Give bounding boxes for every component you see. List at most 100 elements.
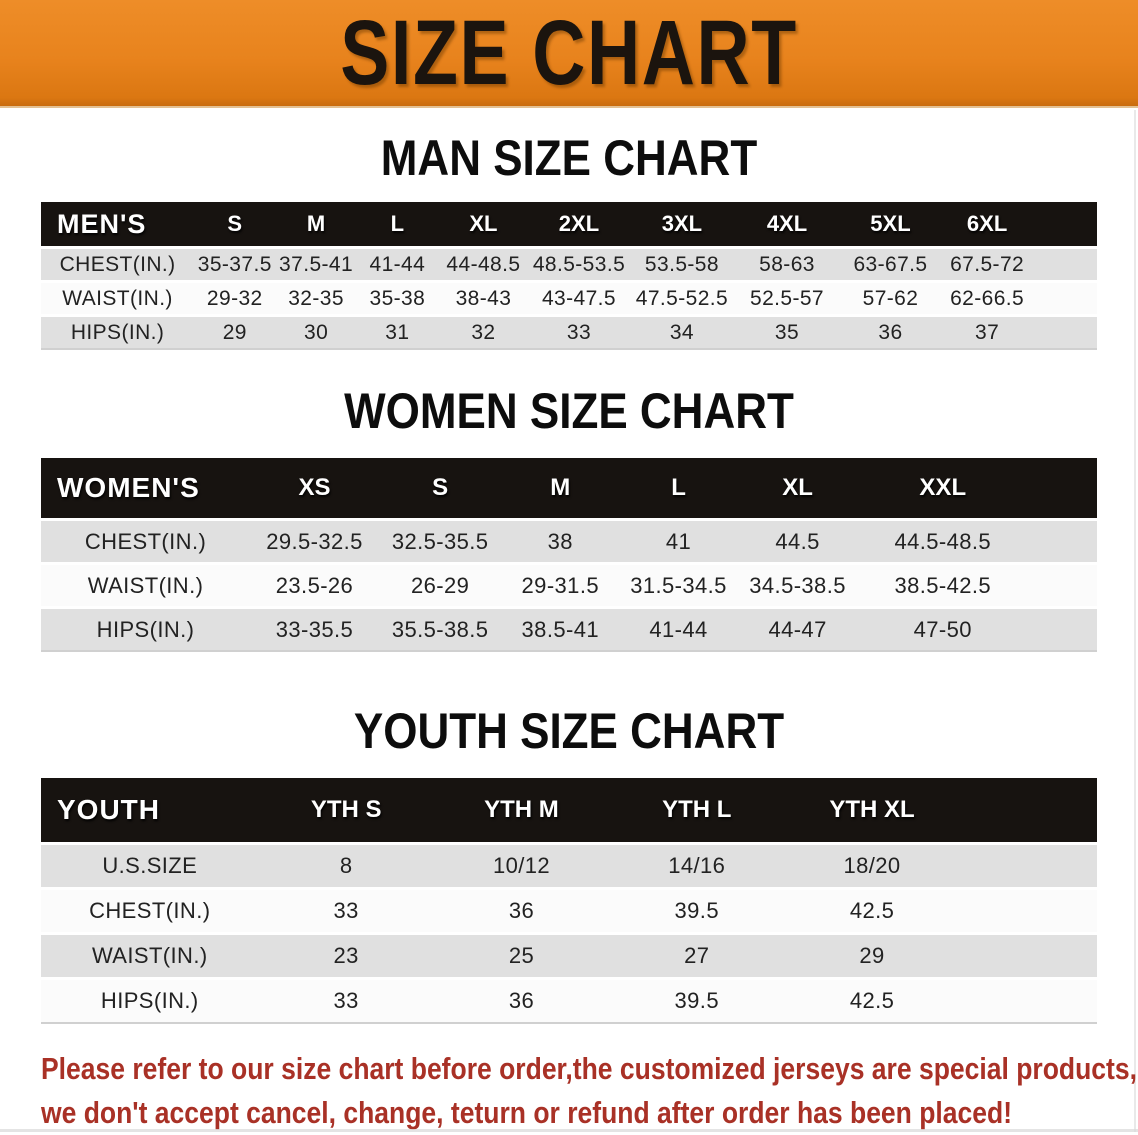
measurement-value: 57-62 [839,283,942,314]
size-column-header: L [619,458,738,518]
measurement-value: 53.5-58 [629,249,735,280]
size-column-header: M [275,202,357,246]
measurement-row: WAIST(IN.) 23.5-26 26-29 29-31.5 31.5-34.5 34… [41,565,1097,606]
measurement-value: 41-44 [356,249,439,280]
men-size-table: MEN'S S M L XL 2XL 3XL 4XL 5XL 6XL CHEST(IN.) 35-37… [41,199,1097,353]
measurement-value: 36 [839,317,942,350]
measurement-value: 44-47 [737,609,858,652]
measurement-value: 58-63 [734,249,840,280]
filler-cell [1028,565,1097,606]
filler-cell [1028,521,1097,562]
disclaimer-line-1: Please refer to our size chart before or… [41,1051,1137,1086]
table-group-label: YOUTH [41,778,259,842]
youth-section-heading: YOUTH SIZE CHART [353,703,785,759]
measurement-value: 29-32 [194,283,276,314]
measurement-row: WAIST(IN.) 29-32 32-35 35-38 38-43 43-47.5 47.… [41,283,1097,314]
measurement-value: 31.5-34.5 [619,565,738,606]
measurement-value: 37.5-41 [275,249,357,280]
measurement-value: 23.5-26 [250,565,379,606]
measurement-value: 35-38 [356,283,439,314]
measurement-value: 38.5-42.5 [857,565,1029,606]
youth-size-table: YOUTH YTH S YTH M YTH L YTH XL U.S.SIZE 8 10/12… [41,775,1097,1027]
measurement-row: CHEST(IN.) 33 36 39.5 42.5 [41,890,1097,932]
measurement-value: 67.5-72 [941,249,1033,280]
filler-cell [959,935,1097,977]
filler-cell [959,845,1097,887]
size-column-header: XS [250,458,379,518]
measurement-value: 31 [356,317,439,350]
filler-cell [1032,202,1097,246]
women-section-heading: WOMEN SIZE CHART [344,383,794,439]
measurement-row: HIPS(IN.) 33 36 39.5 42.5 [41,980,1097,1024]
measurement-value: 33 [258,980,434,1024]
measurement-value: 33 [528,317,630,350]
measurement-value: 42.5 [784,980,960,1024]
table-group-label: WOMEN'S [41,458,251,518]
size-column-header: L [356,202,439,246]
measurement-row: HIPS(IN.) 33-35.5 35.5-38.5 38.5-41 41-44 44-… [41,609,1097,652]
measurement-value: 47.5-52.5 [629,283,735,314]
measurement-value: 29 [194,317,276,350]
women-size-table: WOMEN'S XS S M L XL XXL CHEST(IN.) 29.5-32.5 32.5… [41,455,1097,655]
size-column-header: 2XL [528,202,630,246]
measurement-value: 47-50 [857,609,1029,652]
measurement-value: 35.5-38.5 [378,609,502,652]
filler-cell [959,980,1097,1024]
measurement-value: 44.5 [737,521,858,562]
measurement-value: 29.5-32.5 [250,521,379,562]
disclaimer-line-2: we don't accept cancel, change, teturn o… [41,1095,1013,1130]
men-section-heading: MAN SIZE CHART [380,130,758,186]
filler-cell [1028,458,1097,518]
measurement-value: 52.5-57 [734,283,840,314]
measurement-value: 35-37.5 [194,249,276,280]
measurement-value: 30 [275,317,357,350]
youth-size-section: YOUTH SIZE CHART YOUTH YTH S YTH M YTH L YTH… [0,703,1138,1027]
measurement-label: CHEST(IN.) [41,249,195,280]
measurement-value: 26-29 [378,565,502,606]
measurement-value: 42.5 [784,890,960,932]
measurement-value: 36 [433,890,610,932]
size-column-header: 6XL [941,202,1033,246]
size-column-header: YTH S [258,778,434,842]
measurement-value: 32.5-35.5 [378,521,502,562]
measurement-value: 25 [433,935,610,977]
measurement-value: 29 [784,935,960,977]
measurement-value: 23 [258,935,434,977]
measurement-value: 10/12 [433,845,610,887]
measurement-row: CHEST(IN.) 35-37.5 37.5-41 41-44 44-48.5 48.5… [41,249,1097,280]
size-column-header: M [501,458,620,518]
measurement-value: 38.5-41 [501,609,620,652]
filler-cell [959,778,1097,842]
measurement-label: CHEST(IN.) [41,890,259,932]
filler-cell [1032,317,1097,350]
size-column-header: S [378,458,502,518]
measurement-value: 35 [734,317,840,350]
size-column-header: YTH XL [784,778,960,842]
measurement-label: U.S.SIZE [41,845,259,887]
measurement-value: 44.5-48.5 [857,521,1029,562]
measurement-value: 8 [258,845,434,887]
measurement-value: 38-43 [438,283,529,314]
measurement-label: HIPS(IN.) [41,980,259,1024]
measurement-value: 48.5-53.5 [528,249,630,280]
size-table-header-row: YOUTH YTH S YTH M YTH L YTH XL [41,778,1097,842]
measurement-value: 18/20 [784,845,960,887]
measurement-label: WAIST(IN.) [41,565,251,606]
measurement-value: 36 [433,980,610,1024]
measurement-value: 38 [501,521,620,562]
measurement-label: CHEST(IN.) [41,521,251,562]
measurement-value: 39.5 [609,890,785,932]
size-column-header: XL [737,458,858,518]
order-disclaimer: Please refer to our size chart before or… [41,1047,1137,1135]
size-chart-banner: SIZE CHART [0,0,1138,108]
measurement-row: U.S.SIZE 8 10/12 14/16 18/20 [41,845,1097,887]
size-column-header: YTH L [609,778,785,842]
measurement-row: HIPS(IN.) 29 30 31 32 33 34 35 36 37 [41,317,1097,350]
measurement-value: 37 [941,317,1033,350]
measurement-value: 39.5 [609,980,785,1024]
size-column-header: XL [438,202,529,246]
measurement-row: WAIST(IN.) 23 25 27 29 [41,935,1097,977]
measurement-label: HIPS(IN.) [41,317,195,350]
measurement-value: 32 [438,317,529,350]
measurement-value: 34 [629,317,735,350]
